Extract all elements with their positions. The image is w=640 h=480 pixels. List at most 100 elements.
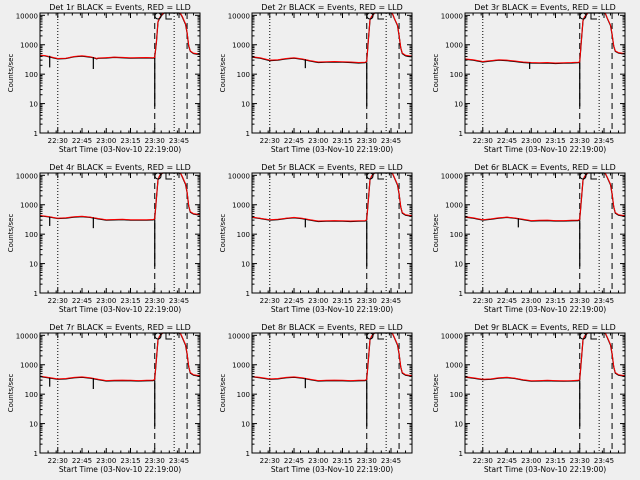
y-tick-label: 10 [241, 101, 250, 109]
y-axis-label: Counts/sec [219, 54, 227, 93]
x-axis-label: Start Time (03-Nov-10 22:19:00) [484, 465, 606, 474]
x-axis-label: Start Time (03-Nov-10 22:19:00) [484, 145, 606, 154]
x-tick-label: 22:45 [284, 297, 304, 305]
plot-frame [39, 12, 201, 134]
lld-series-line [39, 12, 201, 60]
x-axis-label: Start Time (03-Nov-10 22:19:00) [271, 305, 393, 314]
y-tick-label: 100 [450, 391, 463, 399]
x-tick-label: 23:15 [332, 297, 352, 305]
lld-series-line [39, 332, 201, 382]
x-tick-label: 23:15 [545, 297, 565, 305]
attenuator-bracket-marker [165, 333, 172, 340]
y-tick-label: 100 [450, 231, 463, 239]
panel-title: Det 6r BLACK = Events, RED = LLD [474, 163, 616, 172]
y-axis-label: Counts/sec [7, 54, 15, 93]
x-tick-label: 23:45 [381, 137, 401, 145]
y-tick-label: 1000 [232, 202, 250, 210]
x-tick-label: 22:30 [260, 137, 280, 145]
panel-det-2r: Det 2r BLACK = Events, RED = LLD 1 10 100 10… [219, 3, 413, 154]
y-tick-label: 10000 [441, 172, 463, 180]
x-tick-label: 23:30 [570, 457, 590, 465]
plot-frame [464, 332, 626, 454]
x-tick-label: 23:30 [357, 297, 377, 305]
x-tick-label: 23:45 [169, 297, 189, 305]
x-tick-label: 23:45 [594, 457, 614, 465]
x-tick-label: 22:45 [284, 457, 304, 465]
x-tick-label: 23:00 [96, 297, 116, 305]
y-tick-label: 1000 [20, 202, 38, 210]
plot-frame [39, 172, 201, 294]
y-tick-label: 10000 [228, 172, 250, 180]
x-tick-label: 23:45 [381, 297, 401, 305]
x-tick-label: 23:30 [145, 297, 165, 305]
attenuator-bracket-marker [590, 13, 597, 20]
x-tick-label: 22:30 [48, 297, 68, 305]
x-tick-label: 22:30 [260, 457, 280, 465]
y-axis-label: Counts/sec [432, 54, 440, 93]
panel-title: Det 5r BLACK = Events, RED = LLD [261, 163, 403, 172]
x-tick-label: 23:00 [521, 457, 541, 465]
y-tick-label: 100 [237, 231, 250, 239]
y-tick-label: 1 [459, 450, 463, 458]
y-tick-label: 1 [246, 450, 250, 458]
x-tick-label: 22:30 [473, 457, 493, 465]
panel-det-6r: Det 6r BLACK = Events, RED = LLD 1 10 100 10… [432, 163, 626, 314]
panel-title: Det 4r BLACK = Events, RED = LLD [49, 163, 191, 172]
x-tick-label: 23:30 [570, 137, 590, 145]
x-tick-label: 23:30 [145, 137, 165, 145]
y-tick-label: 10 [29, 101, 38, 109]
x-tick-label: 23:00 [308, 457, 328, 465]
y-tick-label: 1 [459, 290, 463, 298]
x-tick-label: 23:00 [521, 297, 541, 305]
x-tick-label: 22:45 [497, 297, 517, 305]
y-tick-label: 1 [459, 130, 463, 138]
panel-title: Det 1r BLACK = Events, RED = LLD [49, 3, 191, 12]
panel-title: Det 7r BLACK = Events, RED = LLD [49, 323, 191, 332]
y-axis-label: Counts/sec [432, 374, 440, 413]
lld-series-line [251, 12, 413, 64]
lld-series-line [251, 332, 413, 382]
x-tick-label: 22:45 [284, 137, 304, 145]
y-tick-label: 1000 [232, 362, 250, 370]
plot-frame [464, 12, 626, 134]
x-tick-label: 23:15 [120, 137, 140, 145]
y-tick-label: 1000 [445, 42, 463, 50]
x-tick-label: 23:15 [332, 137, 352, 145]
panel-det-9r: Det 9r BLACK = Events, RED = LLD 1 10 100 10… [432, 323, 626, 474]
x-axis-label: Start Time (03-Nov-10 22:19:00) [271, 145, 393, 154]
y-tick-label: 10000 [228, 12, 250, 20]
x-tick-label: 23:15 [120, 457, 140, 465]
panel-title: Det 9r BLACK = Events, RED = LLD [474, 323, 616, 332]
y-tick-label: 10000 [16, 172, 38, 180]
panel-title: Det 8r BLACK = Events, RED = LLD [261, 323, 403, 332]
x-tick-label: 23:45 [594, 297, 614, 305]
panel-title: Det 2r BLACK = Events, RED = LLD [261, 3, 403, 12]
x-tick-label: 22:30 [473, 297, 493, 305]
y-axis-label: Counts/sec [7, 214, 15, 253]
y-tick-label: 1000 [232, 42, 250, 50]
attenuator-bracket-marker [590, 333, 597, 340]
attenuator-bracket-marker [165, 173, 172, 180]
y-tick-label: 100 [237, 71, 250, 79]
y-tick-label: 1 [34, 130, 38, 138]
x-axis-label: Start Time (03-Nov-10 22:19:00) [271, 465, 393, 474]
y-axis-label: Counts/sec [219, 214, 227, 253]
x-tick-label: 23:15 [332, 457, 352, 465]
x-axis-label: Start Time (03-Nov-10 22:19:00) [484, 305, 606, 314]
y-tick-label: 10 [29, 261, 38, 269]
x-tick-label: 23:00 [96, 137, 116, 145]
panel-det-4r: Det 4r BLACK = Events, RED = LLD 1 10 100 10… [7, 163, 201, 314]
x-tick-label: 23:15 [545, 137, 565, 145]
y-tick-label: 100 [25, 391, 38, 399]
y-tick-label: 1000 [445, 362, 463, 370]
lld-series-line [464, 332, 626, 382]
y-tick-label: 1 [34, 450, 38, 458]
panel-det-7r: Det 7r BLACK = Events, RED = LLD 1 10 100 10… [7, 323, 201, 474]
y-axis-label: Counts/sec [432, 214, 440, 253]
x-tick-label: 23:15 [120, 297, 140, 305]
y-tick-label: 1 [34, 290, 38, 298]
y-tick-label: 1 [246, 290, 250, 298]
y-axis-label: Counts/sec [7, 374, 15, 413]
